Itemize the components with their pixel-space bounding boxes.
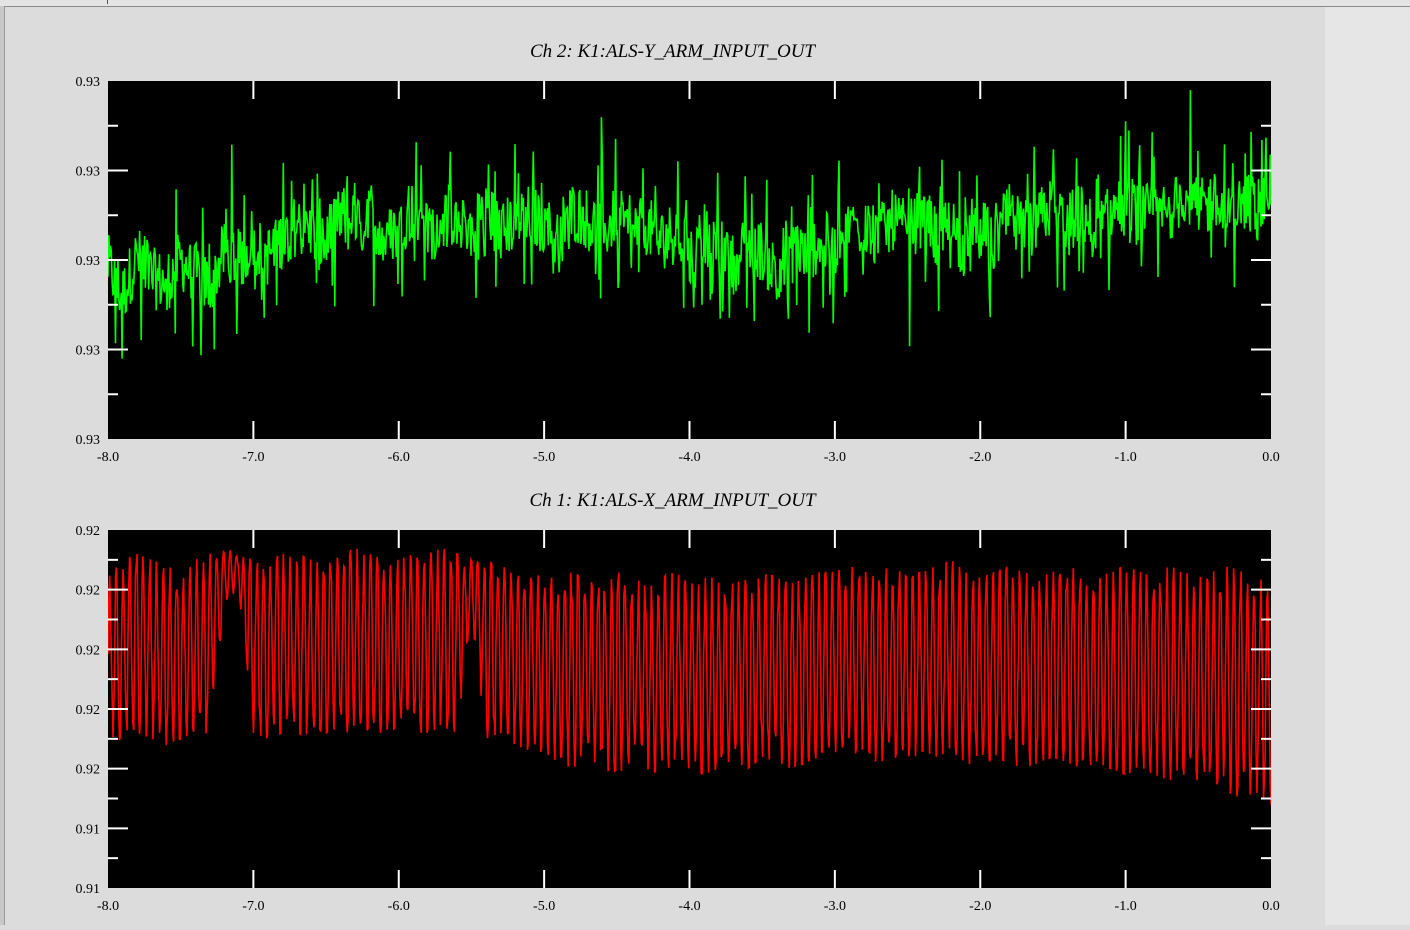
window-top-border [0, 0, 1410, 7]
chart-title: Ch 2: K1:ALS-Y_ARM_INPUT_OUT [530, 41, 816, 62]
y-tick-label: 0.92 [76, 584, 101, 599]
series-line [108, 548, 1271, 805]
y-tick-label: 0.91 [76, 822, 101, 837]
chart-title: Ch 1: K1:ALS-X_ARM_INPUT_OUT [529, 490, 816, 511]
right-side-panel [1325, 7, 1410, 925]
x-tick-label: -3.0 [824, 450, 846, 465]
x-tick-label: -5.0 [533, 899, 555, 914]
top-border-tick [107, 0, 108, 4]
x-tick-label: -5.0 [533, 450, 555, 465]
y-tick-label: 0.93 [76, 254, 101, 269]
x-tick-label: -4.0 [678, 450, 700, 465]
y-tick-label: 0.93 [76, 75, 101, 90]
x-tick-label: -4.0 [678, 899, 700, 914]
plot-canvas[interactable]: Ch 2: K1:ALS-Y_ARM_INPUT_OUT -8.0 -7.0 -6.0… [5, 7, 1325, 925]
x-tick-label: -8.0 [97, 899, 119, 914]
x-tick-label: 0.0 [1262, 450, 1280, 465]
x-tick-label: -7.0 [242, 450, 264, 465]
y-tick-label: 0.92 [76, 524, 101, 539]
x-tick-label: -1.0 [1115, 450, 1137, 465]
chart-1: Ch 2: K1:ALS-Y_ARM_INPUT_OUT -8.0 -7.0 -6.0… [76, 41, 1280, 465]
x-tick-label: -1.0 [1115, 899, 1137, 914]
y-tick-label: 0.92 [76, 643, 101, 658]
y-tick-label: 0.91 [76, 882, 101, 897]
x-tick-label: -7.0 [242, 899, 264, 914]
y-tick-label: 0.93 [76, 344, 101, 359]
chart-2: Ch 1: K1:ALS-X_ARM_INPUT_OUT -8.0 -7.0 -6.0… [76, 490, 1280, 914]
x-tick-label: -3.0 [824, 899, 846, 914]
x-tick-label: -6.0 [388, 899, 410, 914]
x-tick-label: 0.0 [1262, 899, 1280, 914]
window-left-edge [0, 6, 5, 925]
y-tick-label: 0.92 [76, 703, 101, 718]
series-line [108, 90, 1271, 359]
x-tick-label: -2.0 [969, 899, 991, 914]
charts-svg: Ch 2: K1:ALS-Y_ARM_INPUT_OUT -8.0 -7.0 -6.0… [76, 41, 1280, 914]
y-tick-label: 0.93 [76, 433, 101, 448]
y-tick-label: 0.93 [76, 165, 101, 180]
x-tick-label: -2.0 [969, 450, 991, 465]
y-tick-label: 0.92 [76, 763, 101, 778]
x-tick-label: -6.0 [388, 450, 410, 465]
x-tick-label: -8.0 [97, 450, 119, 465]
